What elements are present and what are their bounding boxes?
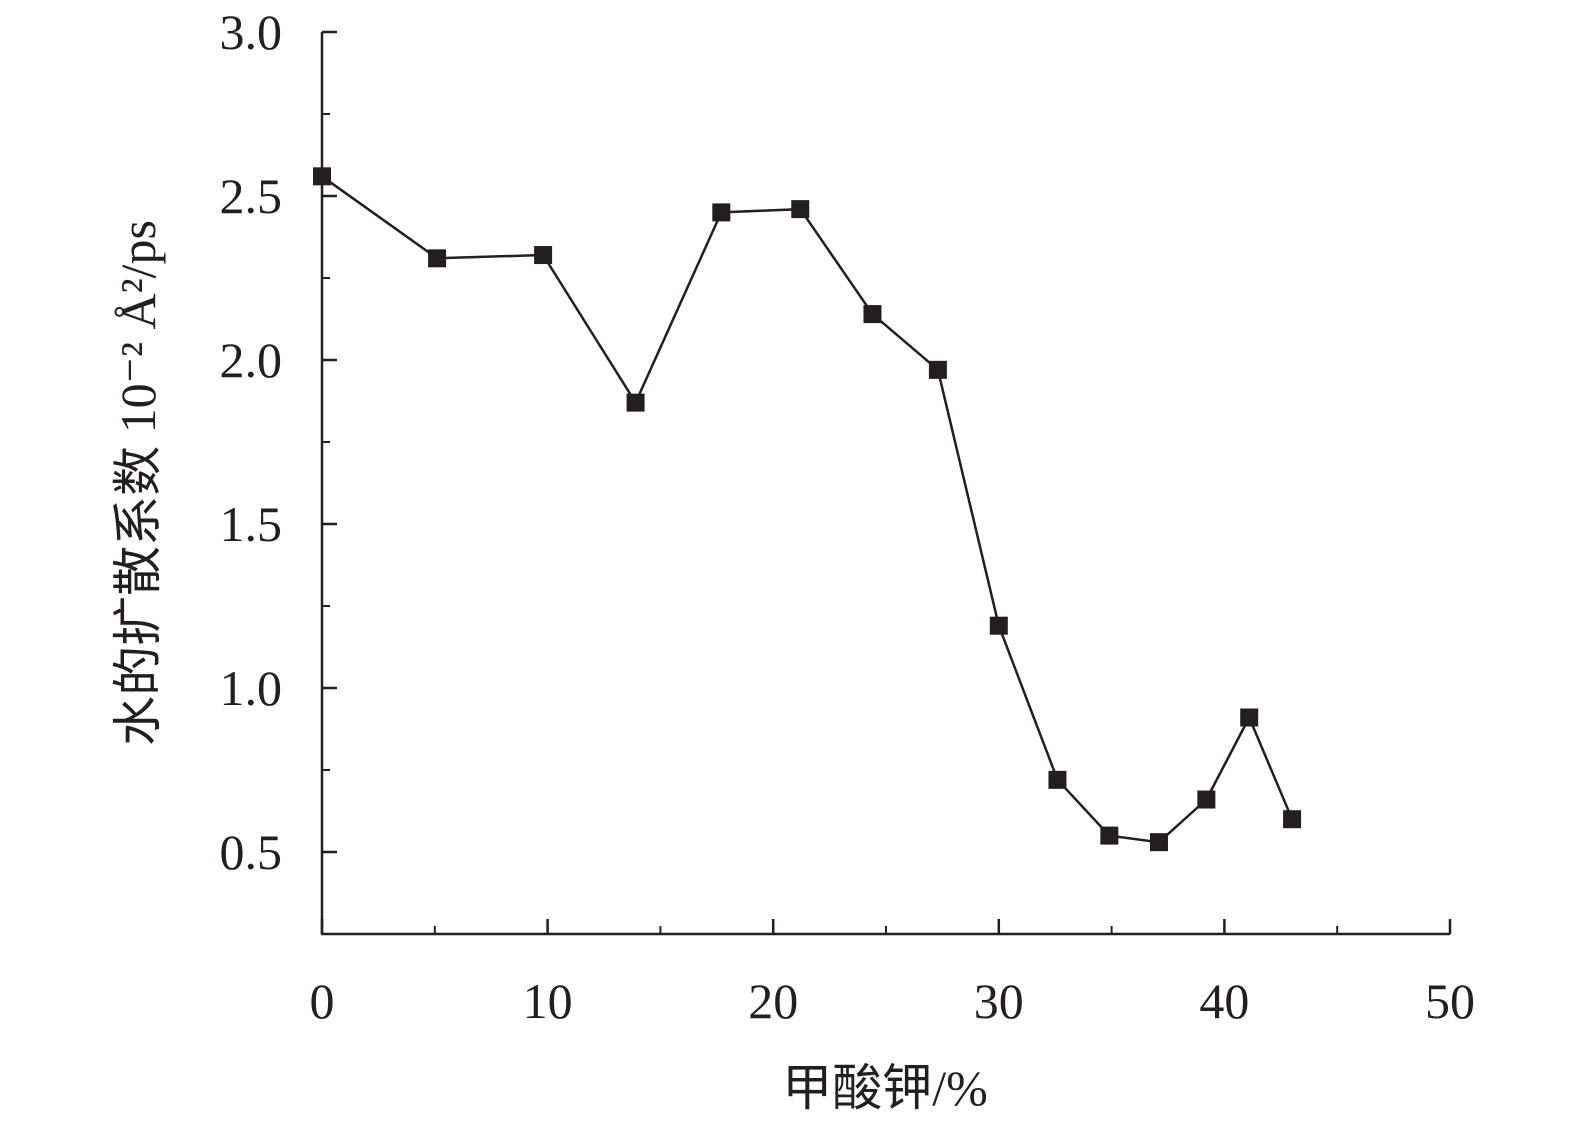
x-tick-label: 40 — [1199, 973, 1249, 1029]
data-point-marker — [791, 200, 810, 219]
data-point-marker — [1240, 708, 1259, 727]
data-point-marker — [313, 167, 331, 186]
x-tick-label: 0 — [310, 973, 335, 1029]
x-tick-label: 30 — [974, 973, 1024, 1029]
data-point-marker — [989, 616, 1008, 635]
data-point-marker — [428, 249, 447, 268]
y-axis-title: 水的扩散系数 10⁻² Å²/ps — [110, 220, 166, 746]
x-tick-label: 50 — [1425, 973, 1475, 1029]
x-axis-title: 甲酸钾/% — [782, 1060, 988, 1116]
y-tick-label: 2.5 — [220, 168, 283, 224]
data-point-marker — [1048, 770, 1067, 789]
y-tick-label: 2.0 — [220, 332, 283, 388]
data-point-marker — [1197, 790, 1216, 809]
axes — [320, 32, 1450, 936]
data-point-marker — [712, 203, 731, 222]
y-tick-label: 1.5 — [220, 496, 283, 552]
y-tick-label: 3.0 — [220, 4, 283, 60]
data-series — [313, 167, 1302, 852]
y-tick-label: 0.5 — [220, 824, 283, 880]
y-tick-label: 1.0 — [220, 660, 283, 716]
data-point-marker — [863, 305, 882, 324]
ticks: 0 10 20 30 40 50 0.5 1.0 1.5 2.0 2.5 3.0 — [220, 4, 1476, 1029]
data-point-marker — [1283, 810, 1302, 829]
series-line — [321, 175, 1294, 844]
axis-titles: 甲酸钾/% 水的扩散系数 10⁻² Å²/ps — [110, 220, 988, 1116]
data-point-marker — [928, 360, 947, 379]
x-tick-label: 20 — [748, 973, 798, 1029]
x-tick-label: 10 — [523, 973, 573, 1029]
data-point-marker — [1149, 833, 1168, 852]
data-point-marker — [1100, 826, 1119, 845]
data-point-marker — [626, 393, 645, 412]
data-point-marker — [534, 246, 553, 265]
